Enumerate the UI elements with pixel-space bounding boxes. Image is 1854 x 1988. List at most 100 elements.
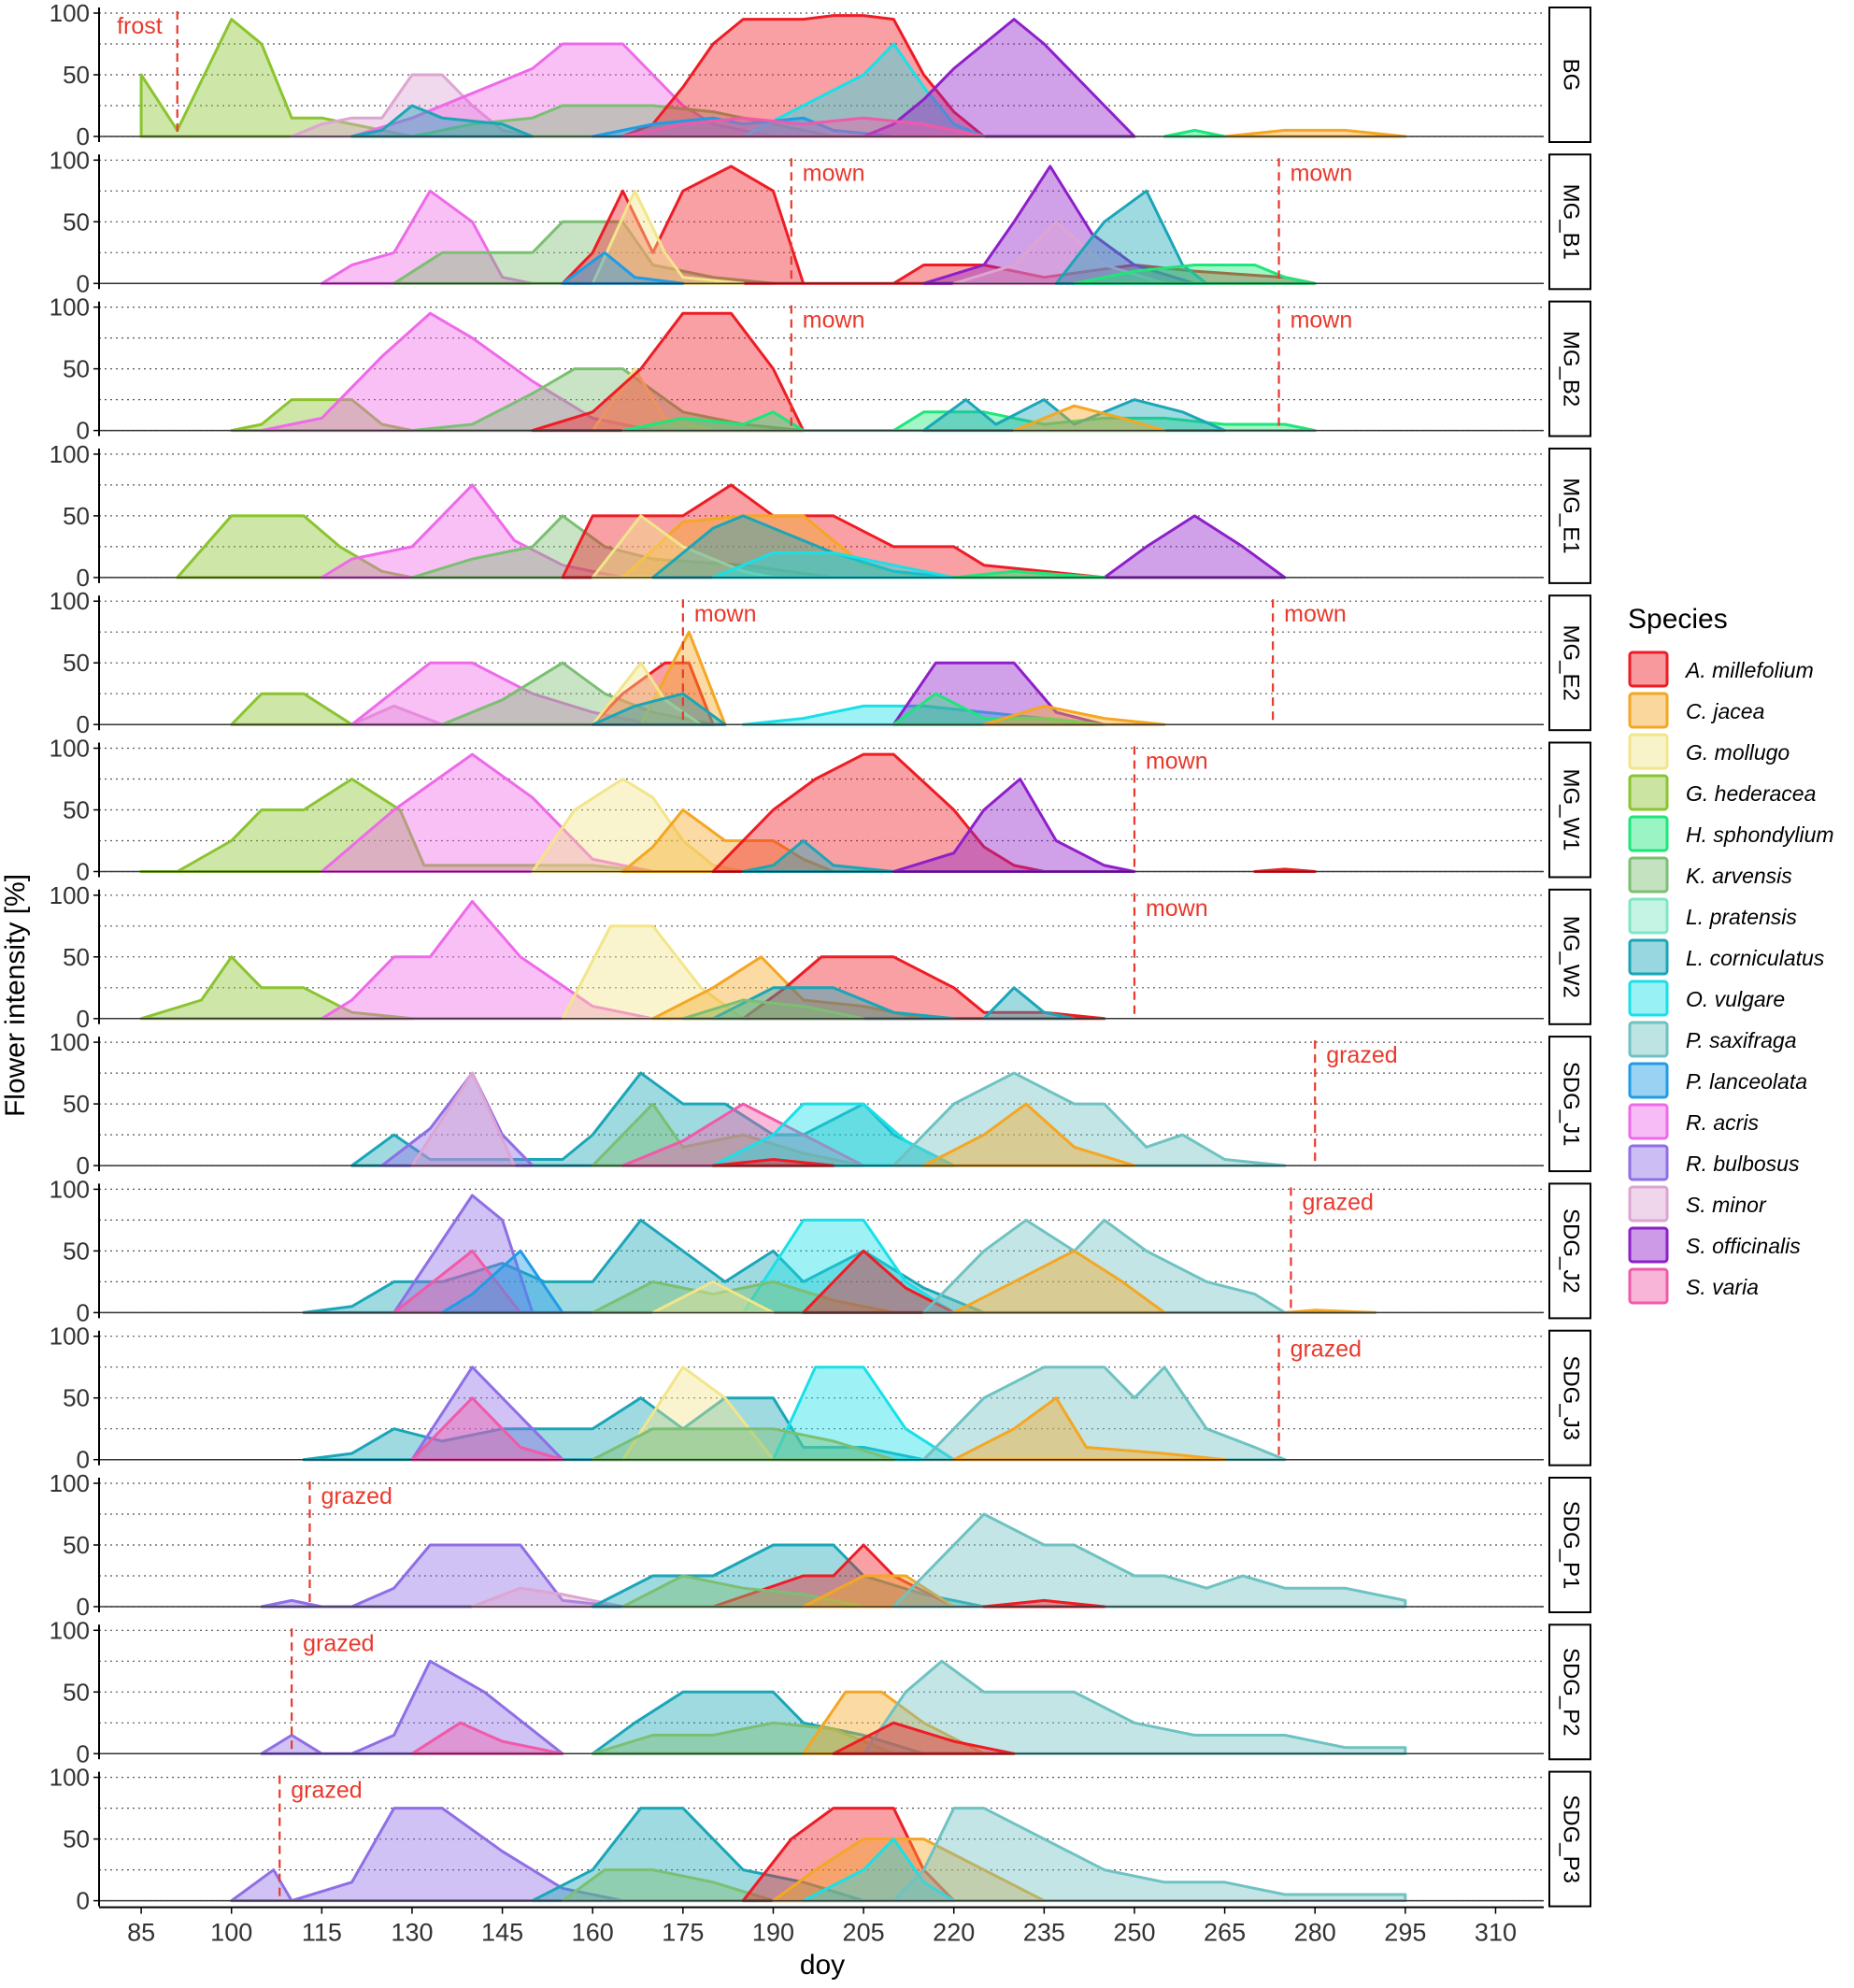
x-tick-label: 280 (1294, 1919, 1336, 1947)
legend-swatch-g-hederacea (1628, 774, 1669, 811)
panel-mg-b2: mown mown 0 50 100 MG_B2 (50, 293, 1591, 445)
x-tick-label: 130 (391, 1919, 433, 1947)
legend-swatch-r-bulbosus (1628, 1144, 1669, 1181)
series-area-s-varia (620, 116, 986, 138)
legend-swatch-k-arvensis (1628, 856, 1669, 894)
legend-label-l-corniculatus: L. corniculatus (1686, 946, 1825, 970)
series-area-r-acris (320, 483, 624, 579)
series-area-c-jacea (1223, 128, 1407, 138)
series-area-r-bulbosus (260, 1659, 564, 1755)
series-area-l-corniculatus (531, 1807, 865, 1903)
legend-label-p-lanceolata: P. lanceolata (1686, 1069, 1807, 1094)
x-tick-label: 250 (1113, 1919, 1155, 1947)
legend-label-c-jacea: C. jacea (1686, 699, 1764, 723)
y-tick-label: 50 (63, 796, 90, 824)
x-tick-label: 295 (1384, 1919, 1426, 1947)
x-tick-label: 115 (302, 1919, 342, 1947)
y-tick-label: 100 (50, 1175, 90, 1203)
event-label: grazed (1326, 1042, 1397, 1068)
x-tick-label: 265 (1204, 1919, 1246, 1947)
y-tick-label: 50 (63, 355, 90, 383)
y-tick-label: 100 (50, 1469, 90, 1497)
legend-swatch-o-vulgare (1628, 980, 1669, 1017)
x-tick-label: 190 (752, 1919, 794, 1947)
legend-label-l-pratensis: L. pratensis (1686, 905, 1797, 929)
panel-sdg-j1: grazed 0 50 100 SDG_J1 (50, 1028, 1591, 1180)
y-tick-label: 100 (50, 1764, 90, 1792)
x-tick-label: 220 (933, 1919, 975, 1947)
facet-strip (1548, 1477, 1591, 1613)
series-area-p-saxifraga (891, 1807, 1407, 1903)
legend-label-s-officinalis: S. officinalis (1686, 1234, 1801, 1258)
facet-strip (1548, 741, 1591, 879)
y-tick-label: 50 (63, 1384, 90, 1412)
legend-swatch-c-jacea (1628, 692, 1669, 729)
series-area-r-acris (350, 42, 775, 138)
panel-sdg-p3: grazed 0 50 100 SDG_P3 (50, 1764, 1591, 1915)
y-tick-label: 0 (77, 710, 90, 738)
facet-label-sdg-p3: SDG_P3 (1559, 1795, 1584, 1883)
y-tick-label: 0 (77, 1151, 90, 1180)
y-tick-label: 50 (63, 61, 90, 89)
series-area-l-corniculatus (922, 398, 1227, 433)
panel-mg-b1: mown mown 0 50 100 MG_B1 (50, 146, 1591, 297)
series-area-g-hederacea (230, 692, 354, 726)
y-tick-label: 50 (63, 1825, 90, 1853)
y-tick-label: 100 (50, 735, 90, 763)
y-tick-label: 50 (63, 1531, 90, 1559)
legend-label-g-hederacea: G. hederacea (1686, 781, 1816, 806)
x-tick-label: 160 (572, 1919, 614, 1947)
facet-strip (1548, 1329, 1591, 1466)
x-axis-title: doy (800, 1950, 845, 1981)
series-area-h-sphondylium (1162, 128, 1227, 138)
facet-label-sdg-j3: SDG_J3 (1559, 1355, 1584, 1440)
event-label: mown (1146, 749, 1208, 775)
series-area-k-arvensis (410, 514, 835, 579)
legend-title: Species (1628, 604, 1728, 635)
series-area-l-corniculatus (302, 1218, 986, 1314)
x-tick-label: 175 (662, 1919, 704, 1947)
series-area-r-bulbosus (230, 1807, 624, 1903)
event-label: mown (803, 160, 865, 186)
legend-swatch-a-millefolium (1628, 651, 1669, 688)
facet-label-bg: BG (1559, 59, 1584, 92)
facet-label-mg-e1: MG_E1 (1559, 478, 1584, 553)
series-area-p-saxifraga (922, 1218, 1287, 1314)
series-area-l-corniculatus (350, 1071, 956, 1167)
y-tick-label: 100 (50, 1323, 90, 1351)
y-tick-label: 100 (50, 293, 90, 322)
y-tick-label: 0 (77, 1887, 90, 1915)
y-axis-title: Flower intensity [%] (0, 874, 31, 1117)
series-area-s-officinalis (862, 18, 1136, 138)
series-area-s-minor (410, 1071, 516, 1167)
facet-strip (1548, 300, 1591, 437)
legend-swatch-h-sphondylium (1628, 815, 1669, 852)
series-area-p-saxifraga (891, 1071, 1287, 1167)
panel-sdg-p2: grazed 0 50 100 SDG_P2 (50, 1616, 1591, 1767)
facet-strip (1548, 153, 1591, 291)
series-area-r-acris (260, 311, 655, 433)
event-label: grazed (291, 1778, 362, 1804)
series-area-p-saxifraga (922, 1366, 1287, 1462)
y-tick-label: 100 (50, 440, 90, 468)
x-tick-label: 310 (1475, 1919, 1517, 1947)
y-tick-label: 0 (77, 1446, 90, 1474)
series-area-g-hederacea (139, 778, 655, 873)
panel-mg-e1: 0 50 100 MG_E1 (50, 440, 1591, 592)
facet-label-mg-w2: MG_W2 (1559, 916, 1584, 998)
event-label: frost (117, 13, 163, 39)
y-tick-label: 100 (50, 1616, 90, 1644)
event-label: mown (1284, 601, 1347, 627)
legend-label-r-acris: R. acris (1686, 1110, 1759, 1135)
legend-label-o-vulgare: O. vulgare (1686, 987, 1785, 1011)
x-tick-label: 85 (127, 1919, 155, 1947)
series-area-h-sphondylium (620, 410, 1317, 433)
x-tick-label: 205 (843, 1919, 885, 1947)
series-area-k-arvensis (392, 220, 775, 285)
legend-swatch-l-pratensis (1628, 897, 1669, 935)
facet-strip (1548, 447, 1591, 584)
event-label: grazed (1302, 1189, 1373, 1215)
facet-strip (1548, 1770, 1591, 1908)
